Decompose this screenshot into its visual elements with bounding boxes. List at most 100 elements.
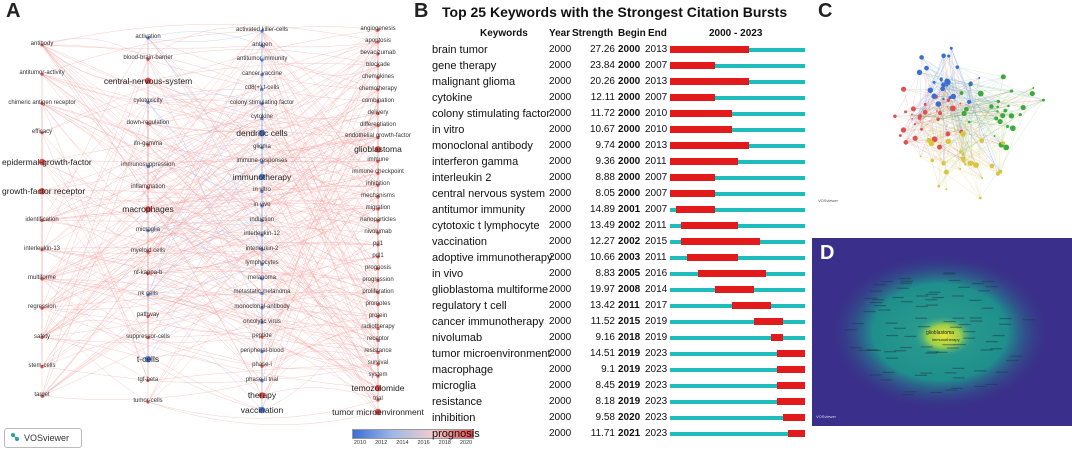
- cluster-edge: [913, 90, 931, 109]
- network-node: [146, 229, 150, 233]
- strength-cell: 9.16: [595, 332, 615, 343]
- density-term-mark: [894, 350, 907, 352]
- cluster-node: [938, 111, 943, 116]
- keyword-cell: resistance: [432, 396, 483, 408]
- network-edge: [41, 161, 263, 382]
- cluster-node: [913, 123, 917, 126]
- network-node-label: identification: [25, 216, 59, 223]
- cluster-edge: [900, 90, 1012, 136]
- network-node: [146, 57, 150, 62]
- density-term-mark: [868, 349, 881, 351]
- density-term-mark: [996, 371, 1009, 373]
- burst-bar: [776, 382, 805, 389]
- network-edge: [261, 132, 379, 413]
- cluster-edge: [949, 83, 1003, 116]
- timeline-track: [670, 352, 805, 356]
- cluster-edge: [938, 99, 1044, 120]
- network-edge: [261, 30, 379, 198]
- cluster-edge: [962, 133, 965, 162]
- network-edge: [147, 184, 379, 253]
- network-edge: [147, 209, 263, 255]
- cluster-edge: [938, 158, 963, 187]
- cluster-edge: [934, 121, 1001, 140]
- cluster-edge: [948, 76, 1004, 142]
- density-term-mark: [958, 323, 971, 326]
- network-node: [376, 171, 380, 175]
- network-node: [146, 271, 150, 276]
- cluster-edge: [894, 116, 961, 169]
- network-edge: [41, 103, 263, 280]
- strength-cell: 8.05: [595, 188, 615, 199]
- cluster-edge: [933, 82, 993, 167]
- keyword-cell: interferon gamma: [432, 156, 519, 168]
- cluster-edge: [964, 77, 980, 160]
- year-cell: 2000: [549, 412, 572, 423]
- year-cell: 2000: [549, 60, 572, 71]
- burst-bar: [771, 334, 783, 341]
- network-node-label: nanoparticles: [360, 217, 396, 223]
- network-node-label: target: [34, 392, 50, 398]
- cluster-edge: [919, 116, 997, 119]
- network-edge: [261, 169, 379, 186]
- network-edge: [147, 161, 379, 274]
- network-edge: [147, 30, 263, 42]
- network-edge: [41, 113, 379, 338]
- begin-cell: 2000: [618, 172, 641, 183]
- density-term-mark: [924, 352, 937, 354]
- cluster-edge: [943, 98, 981, 199]
- network-node: [38, 188, 46, 195]
- network-node-label: chemokines: [361, 73, 394, 80]
- network-edge: [147, 59, 263, 367]
- panel-c-vosviewer-badge: VOSviewer: [818, 198, 839, 203]
- burst-row: interferon gamma 2000 9.36 2000 2011: [412, 154, 812, 170]
- cluster-edge: [960, 99, 1044, 152]
- network-node: [260, 29, 264, 33]
- cluster-edge: [970, 83, 1003, 116]
- network-node: [376, 231, 380, 235]
- year-cell: 2000: [549, 236, 572, 247]
- burst-bar: [698, 270, 766, 277]
- network-node: [144, 206, 152, 213]
- network-node-label: survival: [367, 360, 389, 367]
- network-edge: [147, 249, 263, 403]
- network-node-label: blockade: [365, 61, 391, 68]
- keyword-cell: inhibition: [432, 412, 476, 424]
- cluster-edge: [919, 57, 922, 117]
- cluster-edge: [936, 110, 998, 174]
- network-edge: [41, 44, 263, 119]
- network-node: [376, 398, 380, 402]
- network-node-label: cd8(+) t-cells: [244, 85, 280, 92]
- density-term-mark: [869, 290, 882, 292]
- year-cell: 2000: [549, 204, 572, 215]
- network-edge: [41, 74, 263, 367]
- cluster-node: [964, 162, 967, 166]
- strength-cell: 23.84: [589, 60, 615, 71]
- network-node-label: mechanisms: [361, 193, 395, 200]
- cluster-edge: [949, 83, 970, 103]
- burst-row: cytokine 2000 12.11 2000 2007: [412, 90, 812, 106]
- network-edge: [41, 74, 263, 192]
- network-edge: [261, 328, 379, 382]
- cluster-edge: [921, 129, 983, 179]
- density-term-mark: [952, 377, 965, 379]
- network-edge: [41, 44, 149, 189]
- cluster-node: [1020, 104, 1026, 111]
- cluster-edge: [905, 110, 1006, 143]
- density-term-mark: [948, 279, 961, 282]
- cluster-edge: [903, 89, 921, 157]
- network-node: [146, 122, 150, 126]
- cluster-edge: [938, 104, 949, 134]
- network-edge: [41, 249, 379, 329]
- cluster-edge: [920, 101, 999, 117]
- density-term-mark: [851, 323, 864, 325]
- cluster-edge: [934, 139, 983, 179]
- network-node: [376, 183, 380, 187]
- cluster-node: [1000, 74, 1006, 80]
- density-term-mark: [943, 272, 956, 274]
- cluster-edge: [938, 83, 945, 187]
- cluster-edge: [905, 55, 944, 143]
- network-edge: [261, 41, 379, 411]
- cluster-edge: [926, 68, 982, 141]
- cluster-edge: [914, 105, 1009, 125]
- network-node: [260, 320, 264, 325]
